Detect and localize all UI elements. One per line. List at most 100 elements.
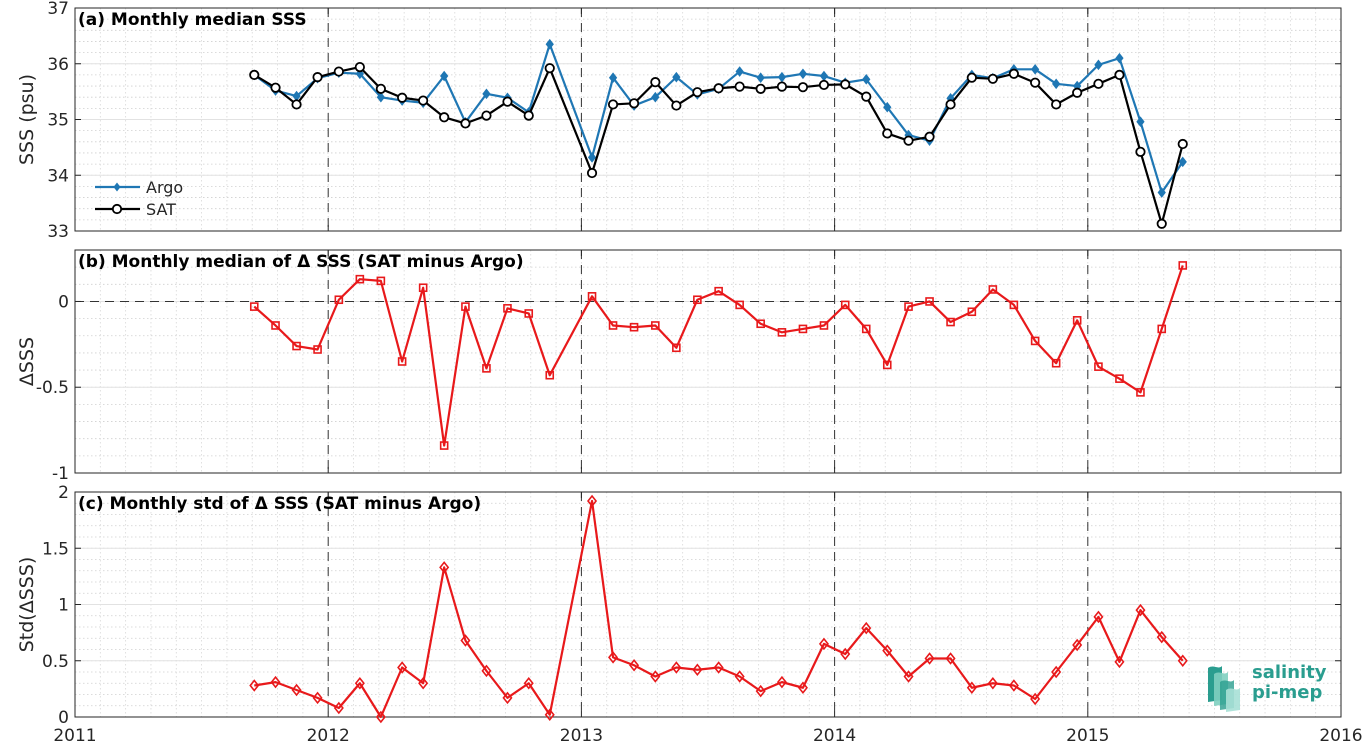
legend-label: SAT: [146, 200, 176, 219]
salinity-pi-mep-logo: salinity pi-mep: [1208, 662, 1327, 712]
series-delta-sss: [249, 494, 1188, 724]
y-axis-label: SSS (psu): [16, 74, 38, 165]
data-point: [628, 98, 640, 109]
y-tick-label: 0: [58, 708, 69, 728]
data-point: [270, 675, 281, 689]
x-tick-label: 2014: [813, 726, 856, 745]
data-point: [460, 634, 471, 647]
data-point: [882, 128, 893, 139]
data-point: [333, 66, 344, 77]
data-point: [1114, 655, 1125, 669]
data-point: [524, 309, 534, 318]
data-point: [1094, 362, 1103, 371]
data-point: [482, 364, 491, 373]
data-point: [946, 317, 955, 327]
y-tick-label: 34: [47, 166, 69, 186]
legend-marker: [113, 182, 121, 192]
data-point: [756, 72, 765, 84]
data-point: [587, 494, 598, 508]
data-point: [862, 74, 871, 85]
series-line: [254, 499, 1184, 719]
data-point: [545, 370, 555, 380]
y-tick-label: 37: [47, 0, 69, 19]
y-tick-label: 33: [47, 222, 69, 242]
data-point: [797, 82, 809, 93]
data-point: [1114, 69, 1125, 81]
data-point: [354, 61, 365, 73]
data-point: [861, 621, 872, 635]
data-point: [503, 304, 512, 313]
data-point: [440, 70, 449, 82]
data-point: [629, 658, 640, 672]
y-tick-label: -0.5: [36, 378, 69, 398]
data-point: [798, 324, 808, 334]
data-point: [481, 110, 492, 121]
data-point: [755, 83, 766, 94]
data-point: [882, 360, 892, 370]
data-point: [903, 135, 914, 146]
data-point: [291, 99, 302, 110]
data-point: [1177, 138, 1188, 150]
data-point: [502, 96, 513, 107]
data-point: [1093, 78, 1104, 89]
y-axis-label: ΔSSS: [16, 337, 38, 386]
x-tick-label: 2013: [560, 726, 603, 745]
data-point: [1177, 654, 1188, 668]
data-point: [1115, 374, 1124, 383]
data-point: [461, 302, 470, 311]
x-tick-label: 2011: [53, 726, 96, 745]
data-point: [523, 676, 534, 690]
legend-marker: [111, 203, 123, 215]
data-point: [481, 664, 492, 678]
data-point: [354, 676, 365, 690]
data-point: [1094, 59, 1103, 71]
wave-logo-icon: [1208, 666, 1240, 712]
series-line: [253, 265, 1184, 447]
data-point: [270, 82, 281, 93]
data-point: [587, 292, 597, 301]
data-point: [735, 300, 744, 310]
data-point: [1072, 638, 1083, 652]
data-point: [1008, 679, 1019, 692]
data-point: [544, 63, 555, 74]
data-point: [397, 357, 407, 366]
logo-line-1: salinity: [1252, 662, 1327, 683]
y-tick-label: 0.5: [42, 652, 69, 672]
data-point: [651, 321, 660, 330]
data-point: [672, 71, 681, 83]
data-point: [735, 66, 744, 77]
data-point: [523, 110, 534, 121]
data-point: [651, 91, 660, 103]
data-point: [249, 69, 260, 81]
data-point: [692, 87, 703, 98]
data-point: [292, 341, 301, 351]
data-point: [544, 708, 555, 722]
data-point: [966, 72, 977, 83]
data-point: [840, 647, 851, 661]
data-point: [1135, 603, 1146, 617]
y-tick-label: 35: [47, 111, 69, 131]
data-point: [776, 81, 788, 92]
legend-label: Argo: [146, 178, 183, 197]
data-point: [1157, 187, 1166, 198]
data-point: [840, 79, 851, 90]
data-point: [924, 652, 935, 665]
data-point: [692, 663, 703, 677]
data-point: [271, 321, 280, 330]
data-point: [650, 77, 661, 88]
data-point: [1030, 64, 1040, 75]
y-tick-label: 1.5: [42, 539, 69, 559]
data-point: [1093, 610, 1104, 624]
data-point: [375, 710, 386, 724]
logo-line-2: pi-mep: [1252, 682, 1322, 703]
data-point: [797, 681, 808, 695]
data-point: [587, 152, 597, 163]
data-point: [1072, 87, 1083, 98]
data-point: [798, 68, 808, 80]
panel-c: 0 0.5 1 1.5 2 Std(ΔSSS) (c) Monthly std of Δ S…: [16, 483, 1342, 728]
axes-frame: [74, 249, 1342, 474]
data-point: [439, 441, 449, 450]
data-point: [818, 79, 830, 91]
data-point: [1115, 52, 1124, 64]
